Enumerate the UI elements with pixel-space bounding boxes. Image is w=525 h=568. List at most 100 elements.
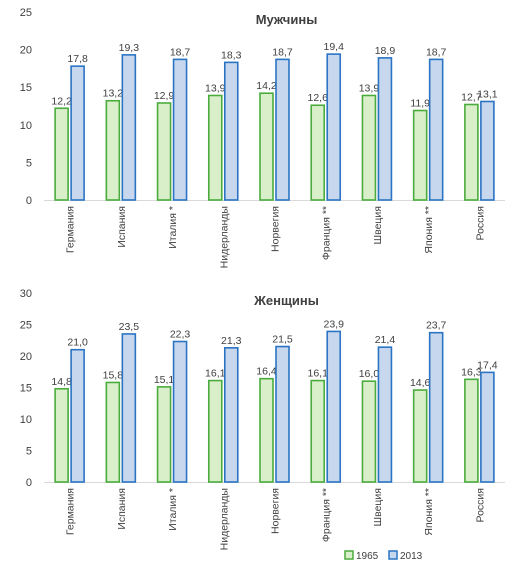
category-label: Италия * <box>167 206 179 249</box>
bar-1965 <box>310 104 326 201</box>
chart-men: Мужчины 0 5 10 15 20 25 12,2 17,8 Германия 13,2 19,… <box>20 7 505 268</box>
bar-2013 <box>223 61 239 201</box>
bar-2013 <box>121 54 137 201</box>
legend: 1965 2013 <box>344 550 423 562</box>
y-tick-label: 0 <box>26 477 32 489</box>
category-label: Франция ** <box>321 488 333 542</box>
bar-1965 <box>310 379 326 483</box>
bar-2013 <box>428 331 444 483</box>
data-label-2013: 18,7 <box>272 46 293 58</box>
y-tick-label: 5 <box>26 157 32 169</box>
data-label-1965: 16,0 <box>359 368 380 380</box>
bar-1965 <box>361 380 377 483</box>
data-label-1965: 12,9 <box>154 90 175 102</box>
y-tick-label: 25 <box>20 320 32 332</box>
bar-1965 <box>259 377 274 483</box>
category-label: Нидерланды <box>218 488 230 550</box>
bar-1965 <box>412 389 428 483</box>
category-label: Германия <box>65 488 77 535</box>
category-label: Испания <box>116 488 128 530</box>
y-tick-label: 15 <box>20 82 32 94</box>
bar-2013 <box>70 348 85 483</box>
bar-1965 <box>54 387 69 483</box>
data-label-2013: 18,7 <box>426 46 447 58</box>
data-label-1965: 11,9 <box>410 98 430 110</box>
bar-2013 <box>275 345 290 483</box>
bar-1965 <box>156 102 172 201</box>
category-label: Россия <box>474 488 486 522</box>
data-label-2013: 17,8 <box>67 53 88 65</box>
bar-2013 <box>377 346 393 483</box>
data-label-2013: 23,7 <box>426 320 447 332</box>
y-tick-label: 10 <box>20 414 32 426</box>
data-label-1965: 12,2 <box>51 95 72 107</box>
data-label-1965: 16,1 <box>308 368 329 380</box>
data-label-2013: 19,4 <box>324 41 345 53</box>
data-label-2013: 13,1 <box>477 88 498 100</box>
category-label: Норвегия <box>270 206 282 252</box>
bar-2013 <box>121 333 137 483</box>
bar-2013 <box>223 347 239 483</box>
data-label-1965: 12,6 <box>308 92 329 104</box>
y-tick-label: 25 <box>20 7 32 19</box>
bar-2013 <box>480 100 495 201</box>
bar-2013 <box>326 53 342 201</box>
y-tick-label: 10 <box>20 120 32 132</box>
bar-1965 <box>259 92 274 201</box>
chart-title: Женщины <box>253 293 319 308</box>
data-label-2013: 21,4 <box>375 334 396 346</box>
data-label-1965: 13,2 <box>103 88 124 100</box>
data-label-1965: 15,1 <box>154 374 175 386</box>
data-label-2013: 22,3 <box>170 329 191 341</box>
data-label-2013: 18,3 <box>221 49 242 61</box>
bar-1965 <box>105 99 121 201</box>
bar-2013 <box>480 371 495 483</box>
data-label-2013: 23,5 <box>119 321 140 333</box>
chart-women: Женщины 0 5 10 15 20 25 30 14,8 21,0 Германия 15,8 2… <box>20 288 505 550</box>
data-label-1965: 16,3 <box>461 366 482 378</box>
data-label-1965: 14,6 <box>410 377 431 389</box>
data-label-2013: 23,9 <box>324 318 345 330</box>
bar-1965 <box>464 103 479 201</box>
bar-2013 <box>172 340 188 483</box>
category-label: Швеция <box>372 488 384 527</box>
bar-1965 <box>105 381 121 483</box>
bar-1965 <box>207 379 223 483</box>
y-tick-label: 30 <box>20 288 32 300</box>
data-label-1965: 14,2 <box>256 80 277 92</box>
data-label-1965: 16,1 <box>205 368 226 380</box>
bar-1965 <box>361 94 377 201</box>
data-label-1965: 16,4 <box>256 366 277 378</box>
bar-1965 <box>464 378 479 483</box>
category-label: Россия <box>474 206 486 240</box>
bar-2013 <box>428 58 444 201</box>
bar-2013 <box>326 330 342 483</box>
category-label: Италия * <box>167 488 179 531</box>
y-tick-label: 0 <box>26 195 32 207</box>
data-label-2013: 18,7 <box>170 46 191 58</box>
data-label-1965: 13,9 <box>205 82 226 94</box>
bar-2013 <box>70 65 85 201</box>
category-label: Нидерланды <box>218 206 230 268</box>
legend-swatch-1965 <box>344 550 354 560</box>
bar-2013 <box>377 57 393 201</box>
bar-2013 <box>172 58 188 201</box>
bar-2013 <box>275 58 290 201</box>
legend-label-1965: 1965 <box>356 551 379 562</box>
category-label: Швеция <box>372 206 384 245</box>
data-label-1965: 15,8 <box>103 369 124 381</box>
y-tick-label: 20 <box>20 45 32 57</box>
chart-title: Мужчины <box>256 12 318 27</box>
bar-1965 <box>207 94 223 201</box>
data-label-2013: 19,3 <box>119 42 140 54</box>
category-label: Япония ** <box>423 206 435 254</box>
data-label-2013: 18,9 <box>375 45 396 57</box>
bar-1965 <box>54 107 69 201</box>
legend-label-2013: 2013 <box>400 551 423 562</box>
category-label: Япония ** <box>423 488 435 536</box>
bar-1965 <box>156 386 172 483</box>
data-label-1965: 13,9 <box>359 82 380 94</box>
data-label-2013: 21,0 <box>67 337 88 349</box>
data-label-2013: 17,4 <box>477 359 498 371</box>
